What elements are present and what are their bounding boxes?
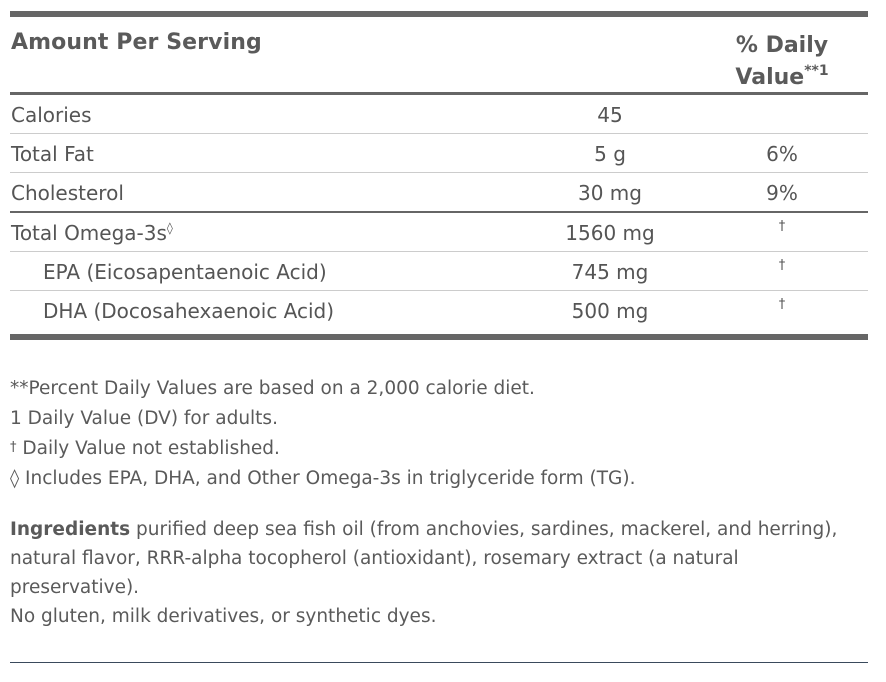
footnote-omega-definition: ◊ Includes EPA, DHA, and Other Omega-3s …	[10, 467, 636, 489]
footer-divider	[10, 662, 868, 663]
daily-value-heading-line1: % Daily	[735, 33, 829, 58]
nutrient-daily-value: †	[778, 219, 786, 234]
daily-value-heading: % Daily Value**1	[707, 30, 857, 94]
nutrient-daily-value: 9%	[766, 181, 798, 205]
amount-per-serving-heading: Amount Per Serving	[11, 30, 262, 55]
ingredients-text: purified deep sea fish oil (from anchovi…	[10, 519, 838, 598]
footnote-percent-dv: **Percent Daily Values are based on a 2,…	[10, 378, 535, 399]
nutrient-daily-value: 6%	[766, 142, 798, 166]
top-rule	[10, 11, 868, 17]
nutrient-name: DHA (Docosahexaenoic Acid)	[43, 299, 335, 323]
footnote-dv-adults: 1 Daily Value (DV) for adults.	[10, 407, 278, 429]
nutrient-row-total-omega-3s: Total Omega-3s◊ 1560 mg †	[10, 213, 868, 252]
nutrient-row-epa: EPA (Eicosapentaenoic Acid) 745 mg †	[10, 252, 868, 291]
nutrient-amount: 30 mg	[578, 181, 642, 205]
ingredients-list: Ingredients purified deep sea fish oil (…	[10, 515, 870, 602]
nutrient-row-dha: DHA (Docosahexaenoic Acid) 500 mg †	[10, 291, 868, 334]
nutrient-daily-value: †	[778, 297, 786, 312]
nutrient-name: Total Omega-3s◊	[11, 221, 173, 245]
nutrient-amount: 1560 mg	[565, 221, 655, 245]
daily-value-heading-line2: Value**1	[735, 63, 829, 90]
ingredients-section: Ingredients purified deep sea fish oil (…	[10, 515, 870, 631]
bottom-rule	[10, 334, 868, 340]
free-from-statement: No gluten, milk derivatives, or syntheti…	[10, 606, 437, 627]
nutrient-name: Total Fat	[11, 142, 94, 166]
ingredients-label: Ingredients	[10, 519, 131, 540]
nutrient-name: Cholesterol	[11, 181, 124, 205]
nutrient-row-cholesterol: Cholesterol 30 mg 9%	[10, 173, 868, 213]
footnotes: **Percent Daily Values are based on a 2,…	[10, 374, 870, 493]
nutrient-row-total-fat: Total Fat 5 g 6%	[10, 134, 868, 173]
omega-footnote-mark: ◊	[166, 221, 173, 235]
daily-value-footnote-mark: **1	[804, 63, 829, 79]
nutrient-name: Calories	[11, 103, 92, 127]
supplement-facts-table: Amount Per Serving % Daily Value**1 Calo…	[10, 11, 868, 340]
nutrient-amount: 745 mg	[571, 260, 649, 284]
table-header: Amount Per Serving % Daily Value**1	[10, 17, 868, 95]
nutrient-amount: 5 g	[594, 142, 626, 166]
nutrient-name: EPA (Eicosapentaenoic Acid)	[43, 260, 327, 284]
dagger-mark: †	[10, 440, 17, 455]
footnote-dv-not-established: † Daily Value not established.	[10, 438, 280, 459]
nutrient-amount: 500 mg	[571, 299, 649, 323]
nutrient-row-calories: Calories 45	[10, 95, 868, 134]
nutrient-amount: 45	[597, 103, 623, 127]
nutrient-daily-value: †	[778, 258, 786, 273]
